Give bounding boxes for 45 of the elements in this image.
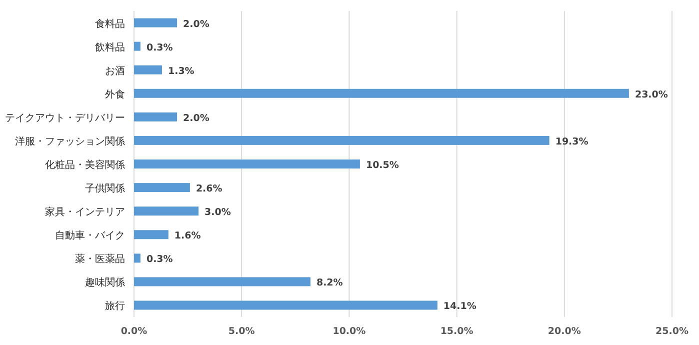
data-label: 0.3% <box>146 254 174 266</box>
bar <box>134 206 199 216</box>
y-tick-label: 薬・医薬品 <box>75 253 125 266</box>
data-label: 2.0% <box>183 112 210 124</box>
data-label: 0.3% <box>146 42 174 54</box>
x-tick-label: 10.0% <box>332 326 366 337</box>
data-label: 1.6% <box>174 230 202 242</box>
x-tick-label: 0.0% <box>120 326 148 337</box>
y-tick-label: 自動車・バイク <box>55 230 125 242</box>
data-label: 23.0% <box>634 89 668 100</box>
data-label: 3.0% <box>204 207 232 218</box>
bar <box>134 18 178 28</box>
bar <box>134 277 310 286</box>
bar <box>134 65 162 74</box>
y-tick-label: お酒 <box>105 64 125 77</box>
y-tick-label: 外食 <box>105 88 125 100</box>
y-tick-label: 飲料品 <box>95 41 125 54</box>
y-tick-label: 家具・インテリア <box>45 206 125 218</box>
bar <box>134 254 140 263</box>
data-label: 19.3% <box>555 136 589 148</box>
data-label: 8.2% <box>316 278 344 289</box>
y-tick-label: 化粧品・美容関係 <box>45 159 125 171</box>
x-tick-label: 20.0% <box>548 326 582 337</box>
y-tick-label: テイクアウト・デリバリー <box>5 112 125 124</box>
y-tick-label: 食料品 <box>95 18 125 30</box>
x-tick-label: 5.0% <box>228 326 256 337</box>
y-tick-label: 趣味関係 <box>85 276 125 289</box>
bar <box>134 230 168 240</box>
bar <box>134 183 190 192</box>
data-label: 14.1% <box>443 301 477 312</box>
data-label: 10.5% <box>366 160 400 171</box>
bar <box>134 160 360 168</box>
data-label: 2.0% <box>183 18 210 30</box>
x-tick-label: 25.0% <box>656 326 689 337</box>
data-label: 2.6% <box>196 184 223 195</box>
bar <box>134 88 629 98</box>
y-tick-label: 子供関係 <box>85 182 125 195</box>
bar <box>134 112 178 122</box>
bar <box>134 42 140 51</box>
data-label: 1.3% <box>168 66 195 77</box>
y-tick-label: 洋服・ファッション関係 <box>15 135 125 148</box>
bar <box>134 300 438 310</box>
x-tick-label: 15.0% <box>440 326 474 337</box>
y-tick-label: 旅行 <box>105 300 125 312</box>
bar <box>134 136 550 145</box>
